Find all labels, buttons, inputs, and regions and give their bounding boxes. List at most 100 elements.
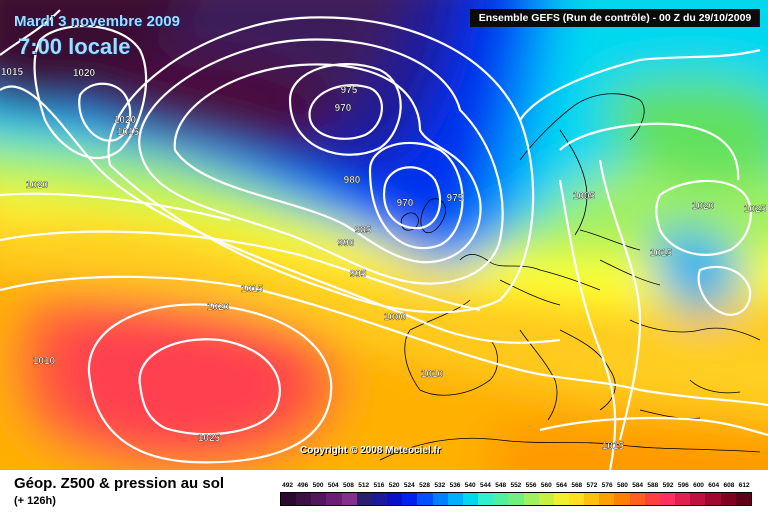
isobar-label: 975 <box>447 193 464 204</box>
map-canvas: 1015 1020 1020 1015 1020 975 970 980 970… <box>0 0 768 470</box>
isobar-label: 1015 <box>602 441 625 452</box>
scale-swatch <box>538 493 554 505</box>
scale-label: 572 <box>586 482 598 489</box>
isobar-label: 970 <box>335 103 352 114</box>
scale-label: 544 <box>480 482 491 489</box>
scale-label: 612 <box>738 482 750 489</box>
isobar-label: 1020 <box>73 68 96 79</box>
scale-label: 528 <box>419 482 430 489</box>
scale-swatch <box>462 493 479 505</box>
scale-swatch <box>720 493 736 505</box>
scale-swatch <box>690 493 706 505</box>
scale-label: 584 <box>632 482 644 489</box>
scale-label: 548 <box>495 482 507 489</box>
scale-label: 504 <box>327 482 339 489</box>
scale-swatch <box>629 493 645 505</box>
scale-swatch <box>387 493 403 505</box>
scale-label: 592 <box>662 482 674 489</box>
scale-label: 552 <box>510 482 522 489</box>
scale-bar <box>280 492 752 506</box>
scale-label: 580 <box>616 482 628 489</box>
scale-label: 604 <box>708 482 720 489</box>
scale-label: 608 <box>723 482 735 489</box>
lead-time: (+ 126h) <box>14 495 56 507</box>
scale-swatch <box>508 493 524 505</box>
scale-label: 596 <box>677 482 689 489</box>
scale-swatch <box>599 493 615 505</box>
scale-label: 500 <box>312 482 324 489</box>
scale-label: 556 <box>525 482 537 489</box>
isobar-label: 990 <box>338 238 355 249</box>
isobar-label: 1015 <box>117 127 140 138</box>
isobar-label: 1015 <box>241 284 264 295</box>
isobar-label: 1020 <box>692 201 715 212</box>
isobar-label: 975 <box>341 85 358 96</box>
scale-label: 576 <box>601 482 613 489</box>
scale-swatch <box>584 493 600 505</box>
isobar-label: 1015 <box>650 248 673 259</box>
isobar-label: 1010 <box>33 356 56 367</box>
isobar-label: 1015 <box>1 67 24 78</box>
scale-label: 492 <box>282 482 294 489</box>
scale-swatch <box>614 493 630 505</box>
scale-swatch <box>523 493 539 505</box>
isobar-label: 970 <box>397 198 414 209</box>
scale-label: 568 <box>571 482 583 489</box>
scale-swatch <box>447 493 463 505</box>
scale-swatch <box>493 493 509 505</box>
isobar-label: 995 <box>350 269 367 280</box>
scale-swatch <box>356 493 372 505</box>
scale-label: 600 <box>693 482 704 489</box>
scale-swatch <box>735 493 751 505</box>
scale-labels: 492 496 500 504 508 512 516 520 524 528 532 536 540 5… <box>280 480 752 492</box>
scale-swatch <box>478 493 494 505</box>
scale-label: 532 <box>434 482 446 489</box>
scale-swatch <box>281 493 297 505</box>
scale-label: 496 <box>297 482 309 489</box>
scale-label: 560 <box>540 482 552 489</box>
scale-swatch <box>553 493 569 505</box>
scale-label: 564 <box>556 482 567 489</box>
scale-swatch <box>644 493 660 505</box>
isobar-label: 1000 <box>384 312 407 323</box>
scale-swatch <box>402 493 418 505</box>
isobar-label: 1025 <box>198 433 221 444</box>
scale-swatch <box>675 493 691 505</box>
scale-label: 520 <box>388 482 400 489</box>
isobars <box>0 9 768 470</box>
copyright: Copyright © 2008 Meteociel.fr <box>300 445 441 456</box>
isobar-label: 980 <box>344 175 361 186</box>
scale-label: 536 <box>449 482 461 489</box>
scale-label: 516 <box>373 482 385 489</box>
forecast-date: Mardi 3 novembre 2009 <box>14 13 180 30</box>
isobar-label: 1005 <box>573 191 596 202</box>
scale-swatch <box>341 493 357 505</box>
scale-swatch <box>311 493 327 505</box>
isobar-label: 1010 <box>421 369 444 380</box>
scale-label: 512 <box>358 482 370 489</box>
scale-label: 588 <box>647 482 659 489</box>
isobar-labels: 1015 1020 1020 1015 1020 975 970 980 970… <box>1 67 767 452</box>
isobar-label: 1020 <box>207 302 230 313</box>
color-scale: 492 496 500 504 508 512 516 520 524 528 532 536 540 5… <box>280 480 752 508</box>
model-run-label: Ensemble GEFS (Run de contrôle) - 00 Z d… <box>470 9 760 27</box>
scale-swatch <box>417 493 433 505</box>
scale-swatch <box>568 493 585 505</box>
scale-swatch <box>371 493 388 505</box>
scale-label: 508 <box>343 482 354 489</box>
forecast-time: 7:00 locale <box>18 34 131 59</box>
legend-panel: Géop. Z500 & pression au sol (+ 126h) 49… <box>0 470 768 512</box>
scale-swatch <box>296 493 312 505</box>
scale-label: 540 <box>464 482 476 489</box>
scale-swatch <box>432 493 448 505</box>
isobar-label: 1020 <box>114 115 137 126</box>
isobar-label: 1025 <box>744 204 767 215</box>
scale-swatch <box>659 493 676 505</box>
scale-swatch <box>705 493 721 505</box>
scale-label: 524 <box>403 482 415 489</box>
isobar-label: 985 <box>355 225 372 236</box>
map-title: Géop. Z500 & pression au sol <box>14 475 225 492</box>
isobar-label: 1020 <box>26 180 49 191</box>
scale-swatch <box>326 493 342 505</box>
